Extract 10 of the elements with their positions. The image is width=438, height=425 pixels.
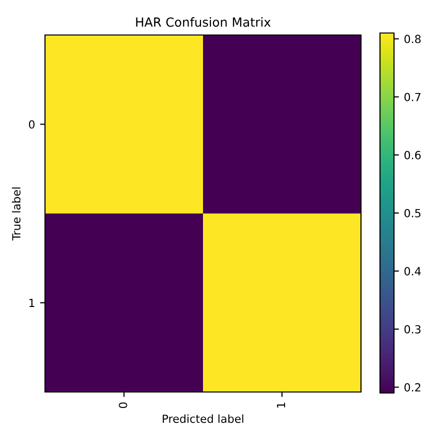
color-bar-label: 0.5 [404,208,420,218]
color-bar-label: 0.6 [404,150,421,160]
y-axis-title: True label [12,188,20,241]
color-bar-label: 0.2 [404,383,420,392]
color-bar-label: 0.4 [404,267,421,276]
color-bar-label: 0.3 [404,325,420,334]
color-bar-label: 0.7 [404,92,420,102]
chart-title: HAR Confusion Matrix [136,17,271,27]
x-axis-title: Predicted label [162,414,244,423]
color-bar-label: 0.8 [404,34,421,44]
